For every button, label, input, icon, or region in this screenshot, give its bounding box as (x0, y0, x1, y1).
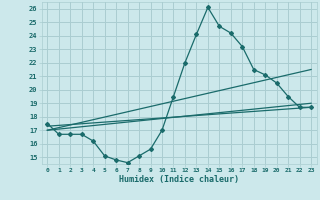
X-axis label: Humidex (Indice chaleur): Humidex (Indice chaleur) (119, 175, 239, 184)
